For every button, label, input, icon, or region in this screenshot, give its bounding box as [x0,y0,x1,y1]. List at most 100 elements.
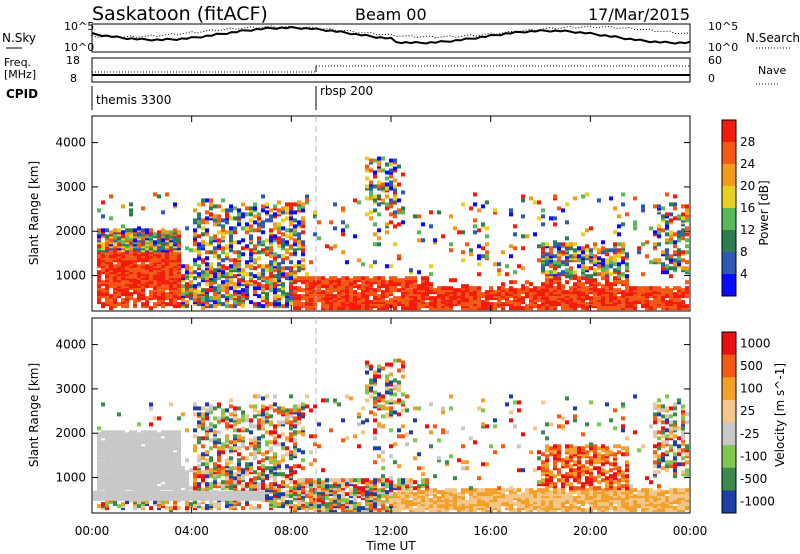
power-cell [557,264,561,269]
power-cell [569,254,573,259]
velocity-cell [333,478,337,483]
velocity-cell [265,430,269,435]
power-cell [677,214,681,219]
velocity-cell [101,456,105,461]
power-cell [685,280,689,285]
power-cell [329,276,333,281]
power-cell [361,280,365,285]
power-cell [261,230,265,235]
cpid-label: CPID [6,87,38,101]
power-cell [589,266,593,271]
velocity-cell [185,506,189,511]
power-cell [625,288,629,293]
power-cell [365,184,369,189]
velocity-cell [101,430,105,435]
power-cell [449,214,453,219]
velocity-cell [437,490,441,495]
power-cell [173,202,177,207]
power-cell [281,260,285,265]
power-cell [273,212,277,217]
power-cell [261,224,265,229]
velocity-cell [413,486,417,491]
power-cell [377,276,381,281]
power-cell [165,266,169,271]
velocity-cell [193,466,197,471]
velocity-cell [373,412,377,417]
power-cell [341,276,345,281]
velocity-cell [273,424,277,429]
power-cell [685,260,689,265]
power-cell [345,288,349,293]
power-cell [181,292,185,297]
power-cell [117,228,121,233]
velocity-cell [141,476,145,481]
power-cell [237,254,241,259]
power-cell [153,262,157,267]
velocity-cell [381,458,385,463]
power-cell [325,290,329,295]
velocity-cell [97,432,101,437]
power-cell [305,194,309,199]
velocity-cell [405,478,409,483]
velocity-cell [149,422,153,427]
power-cell [293,270,297,275]
power-cell [421,238,425,243]
nsearch-series-line [91,25,691,39]
power-cell [265,246,269,251]
power-cell [197,220,201,225]
power-cell [413,284,417,289]
velocity-cell [253,404,257,409]
velocity-cell [193,412,197,417]
power-cell [265,292,269,297]
velocity-cell [373,460,377,465]
velocity-cell [165,500,169,505]
power-cell [221,274,225,279]
power-cell [533,200,537,205]
velocity-cell [441,508,445,513]
velocity-cell [409,488,413,493]
power-cell [269,302,273,307]
power-cell [257,240,261,245]
power-cell [573,242,577,247]
power-cell [153,274,157,279]
velocity-cell [397,380,401,385]
velocity-cell [233,410,237,415]
power-cell [557,276,561,281]
power-cell [581,282,585,287]
velocity-cell [173,452,177,457]
power-cell [201,226,205,231]
velocity-cell [249,462,253,467]
power-cell [685,218,689,223]
velocity-cell [381,424,385,429]
velocity-cell [233,440,237,445]
velocity-cell [397,428,401,433]
velocity-cell [341,482,345,487]
velocity-cell [249,424,253,429]
velocity-cell [157,460,161,465]
velocity-cell [305,478,309,483]
power-cell [597,248,601,253]
power-cell [529,288,533,293]
velocity-cell [153,416,157,421]
power-cell [617,214,621,219]
power-cell [249,248,253,253]
velocity-cell [281,472,285,477]
power-cell [585,286,589,291]
velocity-cell [101,450,105,455]
power-cell [309,294,313,299]
power-cell [665,300,669,305]
power-cell [253,266,257,271]
velocity-cell [265,456,269,461]
velocity-cell [185,476,189,481]
power-cell [553,222,557,227]
power-cell [293,242,297,247]
power-cell [597,282,601,287]
velocity-cell [233,416,237,421]
power-cell [313,214,317,219]
power-cell [473,286,477,291]
power-cell [521,300,525,305]
velocity-cell [185,458,189,463]
power-cell [605,264,609,269]
velocity-cell [397,482,401,487]
velocity-cell [209,468,213,473]
